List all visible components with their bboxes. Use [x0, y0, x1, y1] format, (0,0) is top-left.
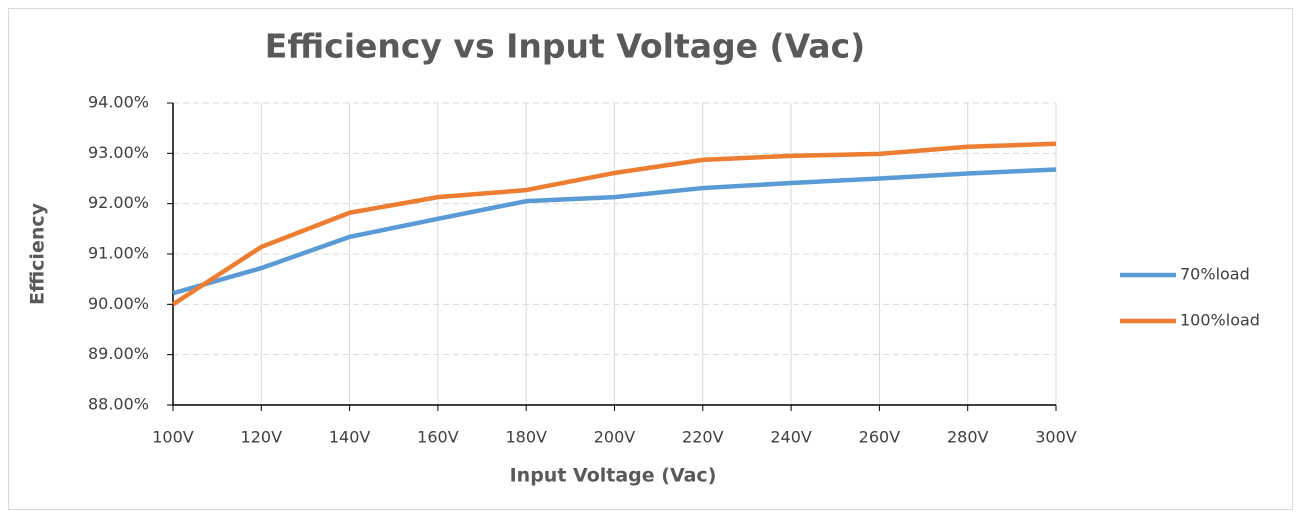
y-tick-label: 89.00%: [88, 344, 149, 363]
x-tick-label: 260V: [859, 428, 901, 447]
x-tick-label: 200V: [594, 428, 636, 447]
x-tick-label: 240V: [770, 428, 812, 447]
y-tick-label: 94.00%: [88, 93, 149, 112]
x-tick-label: 120V: [241, 428, 283, 447]
y-tick-label: 90.00%: [88, 294, 149, 313]
x-tick-label: 100V: [152, 428, 194, 447]
y-axis-label: Efficiency: [27, 202, 49, 305]
y-tick-label: 91.00%: [88, 244, 149, 263]
x-tick-label: 140V: [329, 428, 371, 447]
chart-title: Efficiency vs Input Voltage (Vac): [265, 27, 865, 66]
legend-label: 100%load: [1180, 311, 1260, 330]
x-tick-label: 300V: [1035, 428, 1077, 447]
x-tick-label: 220V: [682, 428, 724, 447]
x-tick-label: 180V: [505, 428, 547, 447]
legend-label: 70%load: [1180, 265, 1250, 284]
y-tick-label: 88.00%: [88, 395, 149, 414]
x-tick-label: 280V: [947, 428, 989, 447]
x-tick-label: 160V: [417, 428, 459, 447]
x-axis-label: Input Voltage (Vac): [510, 465, 717, 487]
chart-frame: [8, 8, 1293, 510]
line-series: [172, 167, 1057, 296]
line-series: [171, 141, 1057, 307]
y-tick-label: 92.00%: [88, 193, 149, 212]
y-tick-label: 93.00%: [88, 143, 149, 162]
